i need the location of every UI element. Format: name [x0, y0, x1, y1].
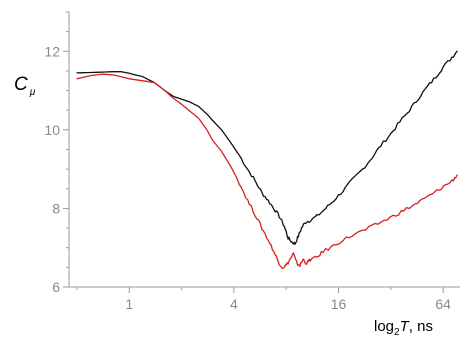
y-axis-label-sub: μ: [29, 86, 36, 98]
y-tick-label: 8: [52, 200, 60, 216]
x-tick-label: 64: [435, 296, 451, 312]
x-axis-label-var: T: [399, 318, 409, 335]
series-line-2: [76, 73, 458, 270]
y-tick-label: 12: [44, 43, 60, 59]
x-axis-label-suffix: , ns: [408, 318, 433, 335]
y-axis-label-main: C: [14, 74, 28, 95]
y-tick-label: 6: [52, 279, 60, 295]
x-tick-label: 4: [230, 296, 238, 312]
series-line-1: [76, 50, 458, 245]
x-axis-label: log2T, ns: [374, 318, 433, 338]
x-axis-label-prefix: log: [374, 318, 395, 335]
axes: [68, 12, 460, 288]
series-group: [76, 50, 458, 270]
x-tick-label: 16: [331, 296, 347, 312]
x-axis-label-sub: 2: [394, 327, 400, 338]
x-tick-label: 1: [125, 296, 133, 312]
y-tick-label: 10: [44, 122, 60, 138]
